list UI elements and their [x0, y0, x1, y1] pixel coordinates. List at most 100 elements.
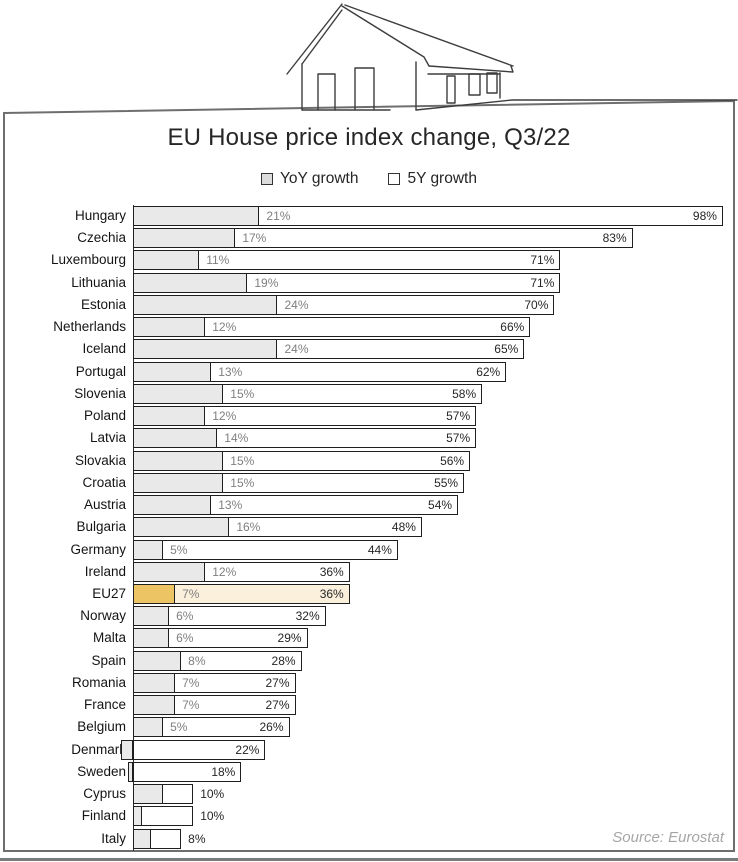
yoy-value-label: 15% [230, 475, 255, 490]
row-plot-area: 11% 71% [133, 250, 738, 271]
country-label: EU27 [92, 585, 126, 601]
row-plot-area: 8% [133, 828, 738, 849]
country-label: Ireland [84, 563, 126, 579]
yoy-value-label: 12% [212, 320, 237, 335]
row-plot-area: 18% [128, 761, 738, 782]
country-label: Poland [83, 408, 126, 424]
yoy-value-label: 14% [224, 431, 249, 446]
country-label: Luxembourg [50, 252, 126, 268]
chart-row: Austria 13% 54% [0, 494, 738, 516]
country-label: Iceland [82, 341, 126, 357]
chart-row: Netherlands 12% 66% [0, 316, 738, 338]
yoy-growth-bar [133, 628, 170, 649]
chart-row: Sweden 18% [0, 761, 738, 783]
yoy-growth-bar [133, 717, 164, 738]
chart-legend: YoY growth 5Y growth [0, 170, 738, 188]
chart-row: Czechia 17% 83% [0, 227, 738, 249]
row-plot-area: 6% 32% [133, 606, 738, 627]
chart-row: Finland 10% [0, 805, 738, 827]
yoy-value-label: 5% [170, 542, 188, 557]
house-icon [286, 3, 738, 111]
yoy-value-label: 21% [266, 209, 291, 223]
chart-row: EU27 7% 36% [0, 583, 738, 605]
yoy-value-label: 19% [254, 275, 279, 290]
chart-row: Hungary 21% 98% [0, 205, 738, 227]
row-plot-area: 22% [120, 739, 738, 760]
country-label: Austria [83, 497, 126, 513]
row-plot-area: 7% 27% [133, 695, 738, 716]
chart-row: Romania 7% 27% [0, 672, 738, 694]
row-plot-area: 13% 62% [133, 361, 738, 382]
yoy-value-label: 12% [212, 564, 237, 579]
yoy-growth-bar [133, 294, 278, 315]
five-year-value-label: 8% [188, 831, 206, 846]
country-label: Lithuania [71, 274, 126, 290]
yoy-value-label: 5% [170, 720, 188, 735]
yoy-value-label: 17% [242, 231, 267, 246]
yoy-growth-bar [133, 206, 260, 226]
yoy-value-label: 8% [188, 653, 206, 668]
chart-row: Portugal 13% 62% [0, 361, 738, 383]
row-plot-area: 7% 36% [133, 583, 738, 604]
yoy-growth-bar [133, 406, 206, 427]
five-year-value-label: 71% [530, 253, 555, 268]
row-plot-area: 12% 66% [133, 317, 738, 338]
row-plot-area: 24% 70% [133, 294, 738, 315]
legend-label-5y: 5Y growth [407, 170, 477, 187]
chart-row: Spain 8% 28% [0, 650, 738, 672]
five-year-value-label: 36% [319, 564, 344, 579]
row-plot-area: 24% 65% [133, 339, 738, 360]
yoy-growth-bar [133, 495, 212, 516]
yoy-value-label: 6% [176, 609, 194, 624]
chart-row: Lithuania 19% 71% [0, 272, 738, 294]
country-label: Romania [71, 674, 126, 690]
five-year-value-label: 57% [446, 431, 471, 446]
legend-item-yoy: YoY growth [261, 170, 358, 188]
chart-row: Slovakia 15% 56% [0, 450, 738, 472]
row-plot-area: 10% [133, 806, 738, 827]
five-year-value-label: 57% [446, 409, 471, 424]
yoy-value-label: 12% [212, 409, 237, 424]
yoy-growth-bar [133, 606, 170, 627]
chart-row: Luxembourg 11% 71% [0, 249, 738, 271]
country-label: Bulgaria [76, 519, 126, 535]
chart-row: Malta 6% 29% [0, 627, 738, 649]
chart-row: Norway 6% 32% [0, 605, 738, 627]
yoy-value-label: 15% [230, 453, 255, 468]
row-plot-area: 10% [133, 784, 738, 805]
yoy-growth-bar [133, 361, 212, 382]
five-year-value-label: 58% [452, 386, 477, 401]
chart-row: Latvia 14% 57% [0, 427, 738, 449]
yoy-value-label: 16% [236, 520, 261, 535]
yoy-value-label: 11% [206, 253, 230, 268]
five-year-value-label: 71% [530, 275, 555, 290]
yoy-growth-bar [120, 739, 133, 760]
yoy-swatch-icon [261, 173, 274, 185]
yoy-growth-bar [133, 806, 143, 827]
yoy-growth-bar [133, 583, 176, 604]
row-plot-area: 19% 71% [133, 272, 738, 293]
yoy-value-label: 6% [176, 631, 194, 646]
legend-item-5y: 5Y growth [388, 170, 477, 188]
country-label: Slovakia [74, 452, 126, 468]
yoy-value-label: 7% [182, 586, 200, 601]
chart-row: Germany 5% 44% [0, 539, 738, 561]
country-label: Estonia [80, 296, 126, 312]
five-year-value-label: 27% [265, 698, 290, 713]
row-plot-area: 7% 27% [133, 672, 738, 693]
country-label: Malta [92, 630, 126, 646]
country-label: Latvia [89, 430, 126, 446]
chart-row: Denmark 22% [0, 739, 738, 761]
chart-row: Estonia 24% 70% [0, 294, 738, 316]
yoy-growth-bar [133, 695, 176, 716]
yoy-growth-bar [133, 428, 218, 449]
chart-row: Croatia 15% 55% [0, 472, 738, 494]
five-year-value-label: 26% [259, 720, 284, 735]
five-year-value-label: 56% [440, 453, 465, 468]
country-label: Czechia [77, 230, 126, 246]
yoy-value-label: 13% [218, 364, 243, 379]
country-label: Germany [70, 541, 126, 557]
row-plot-area: 5% 26% [133, 717, 738, 738]
row-plot-area: 6% 29% [133, 628, 738, 649]
